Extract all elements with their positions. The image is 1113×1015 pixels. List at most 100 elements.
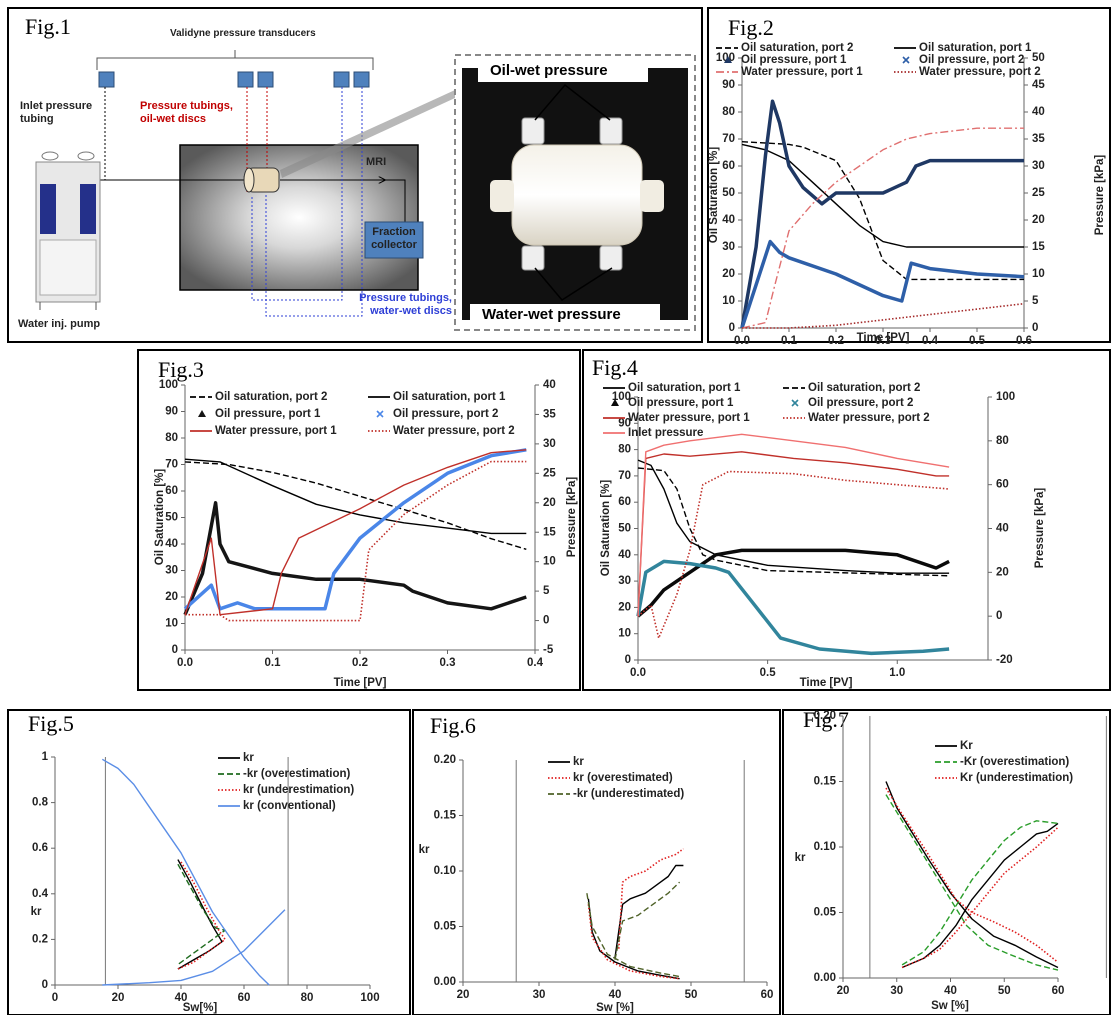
y2-tick-label: 0	[1032, 322, 1038, 334]
zoom-line	[280, 90, 455, 178]
x-tick-label: 0.4	[527, 657, 544, 669]
series-line	[885, 794, 1059, 971]
label: MRI	[366, 156, 387, 168]
x-tick-label: 60	[761, 989, 774, 1001]
y-tick-label: 0.6	[32, 842, 48, 854]
series-line	[885, 787, 1059, 969]
y-tick-label: 0	[42, 979, 48, 991]
y2-tick-label: 30	[1032, 160, 1045, 172]
y-tick-label: 100	[159, 379, 178, 391]
x-tick-label: 40	[175, 992, 188, 1004]
series-line	[177, 861, 226, 970]
y-tick-label: 60	[722, 160, 735, 172]
y-tick-label: 30	[165, 565, 178, 577]
panel-border	[137, 349, 581, 691]
series-line	[586, 881, 681, 978]
legend-label: kr (conventional)	[243, 800, 336, 812]
y2-tick-label: 35	[543, 408, 556, 420]
figure-label: Fig.3	[158, 357, 204, 382]
y-tick-label: 0.4	[32, 888, 49, 900]
x-tick-label: 20	[112, 992, 125, 1004]
legend-label: Oil saturation, port 2	[741, 42, 853, 54]
y2-tick-label: 40	[1032, 106, 1045, 118]
series-line	[102, 909, 286, 986]
legend-label: Oil saturation, port 1	[393, 391, 506, 403]
y2-tick-label: 40	[543, 379, 556, 391]
x-tick-label: 0.2	[828, 335, 844, 347]
legend-label: Water pressure, port 1	[215, 425, 337, 437]
x-axis-label: Time [PV]	[334, 677, 387, 689]
x-tick-label: 60	[238, 992, 251, 1004]
series-line	[184, 461, 527, 550]
y2-tick-label: 30	[543, 438, 556, 450]
x-tick-label: 30	[533, 989, 546, 1001]
series-line	[183, 501, 527, 616]
y-tick-label: 10	[165, 618, 178, 630]
y-tick-label: 10	[618, 628, 631, 640]
x-tick-label: 0	[52, 992, 58, 1004]
legend-label: Oil pressure, port 1	[741, 54, 847, 66]
x-tick-label: 0.5	[760, 667, 777, 679]
y-tick-label: 70	[722, 133, 735, 145]
series-line	[636, 548, 950, 618]
y-tick-label: 0.20	[434, 754, 456, 766]
x-tick-label: 30	[890, 985, 903, 997]
legend-label: kr (overestimated)	[573, 772, 673, 784]
panel-border	[707, 7, 1111, 343]
label: Inlet pressure tubing	[20, 100, 93, 125]
series-line	[637, 470, 950, 639]
legend-label: Oil saturation, port 2	[808, 382, 920, 394]
legend-label: Kr (underestimation)	[960, 772, 1073, 784]
x-tick-label: 20	[457, 989, 470, 1001]
y-tick-label: 0.15	[434, 810, 457, 822]
flow-line	[385, 179, 406, 222]
legend-label: Oil saturation, port 1	[628, 382, 741, 394]
label: Oil-wet pressure	[490, 62, 608, 79]
y2-tick-label: 80	[996, 435, 1009, 447]
legend-label: -kr (underestimated)	[573, 788, 684, 800]
label: Pressure tubings, oil-wet discs	[140, 100, 233, 125]
legend-label: Oil pressure, port 1	[628, 397, 734, 409]
x-tick-label: 0.4	[922, 335, 939, 347]
y-tick-label: 40	[618, 549, 631, 561]
y2-tick-label: -20	[996, 654, 1013, 666]
y2-tick-label: 40	[996, 523, 1009, 535]
y-axis-label: kr	[795, 852, 806, 864]
label: Validyne pressure transducers	[170, 28, 316, 39]
x-axis-label: Time [PV]	[800, 677, 853, 689]
y2-tick-label: -5	[543, 644, 554, 656]
y-tick-label: 0.2	[32, 933, 48, 945]
y2-tick-label: 20	[996, 566, 1009, 578]
series-line	[636, 559, 950, 656]
x-tick-label: 0.1	[781, 335, 798, 347]
x-tick-label: 1.0	[889, 667, 905, 679]
series-line	[741, 141, 1024, 281]
y-tick-label: 0.10	[434, 865, 456, 877]
panel-border	[582, 349, 1111, 691]
legend-marker	[198, 410, 206, 417]
x-axis-label: Sw[%]	[183, 1002, 218, 1014]
series-line	[184, 458, 527, 535]
bracket	[96, 50, 374, 70]
x-tick-label: 0.1	[265, 657, 282, 669]
legend-label: Oil saturation, port 1	[919, 42, 1032, 54]
label: Fraction collector	[371, 226, 417, 251]
y-tick-label: 0.00	[814, 972, 836, 984]
series-line	[177, 863, 226, 966]
y-tick-label: 90	[722, 79, 735, 91]
y-tick-label: 0.8	[32, 797, 49, 809]
series-line	[740, 239, 1025, 329]
y-tick-label: 70	[618, 470, 631, 482]
y-tick-label: 0.15	[814, 776, 837, 788]
water-tubing	[251, 87, 363, 317]
figure-label: Fig.7	[803, 707, 849, 732]
y-tick-label: 80	[165, 432, 178, 444]
y2-tick-label: 60	[996, 479, 1009, 491]
y-tick-label: 30	[722, 241, 735, 253]
legend-label: Oil pressure, port 2	[808, 397, 913, 409]
y2-tick-label: 0	[996, 610, 1002, 622]
y2-axis-label: Pressure [kPa]	[1034, 488, 1046, 569]
x-tick-label: 50	[998, 985, 1011, 997]
y2-tick-label: 10	[543, 556, 556, 568]
